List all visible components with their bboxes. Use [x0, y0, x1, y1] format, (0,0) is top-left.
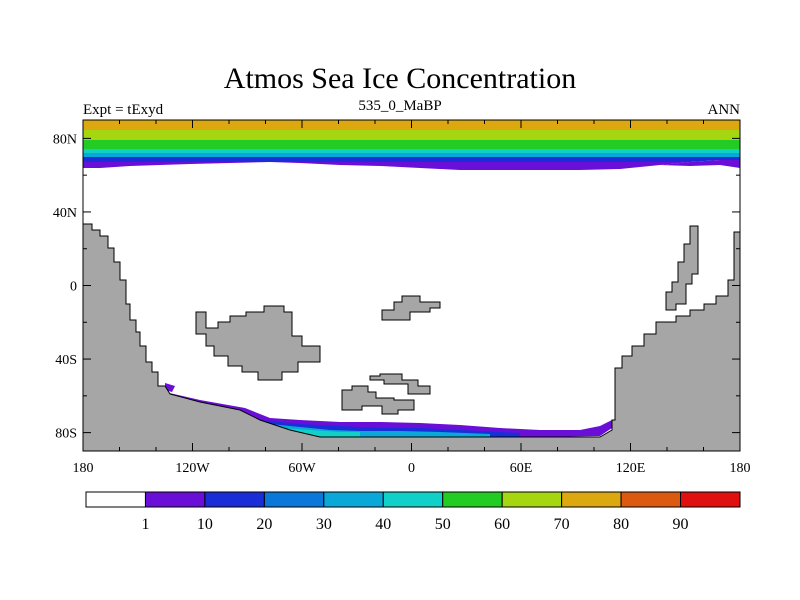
landmass-central-2	[381, 295, 441, 321]
landmass-east-peninsula	[665, 225, 699, 311]
x-tick-label: 120W	[175, 461, 210, 476]
colorbar-label: 40	[375, 516, 391, 533]
x-tick-label: 120E	[616, 461, 646, 476]
colorbar-swatch	[501, 491, 563, 508]
colorbar-swatch	[561, 491, 622, 508]
colorbar-swatch	[85, 491, 146, 508]
colorbar-swatch	[263, 491, 325, 508]
landmass-central-4	[341, 385, 415, 415]
y-axis: 80N 40N 0 40S 80S	[53, 132, 740, 442]
x-tick-label: 180	[730, 461, 751, 476]
colorbar-label: 60	[494, 516, 510, 533]
y-tick-label: 80N	[53, 132, 77, 147]
colorbar-swatch	[620, 491, 682, 508]
landmass-central-3	[369, 373, 431, 395]
arctic-sea-ice	[83, 120, 740, 180]
y-tick-label: 80S	[55, 427, 77, 442]
colorbar-label: 80	[613, 516, 629, 533]
land-masses	[83, 223, 740, 451]
colorbar-label: 10	[197, 516, 213, 533]
x-tick-label: 60W	[288, 461, 316, 476]
landmass-central-1	[195, 305, 321, 381]
colorbar-swatch	[204, 491, 265, 508]
y-tick-label: 0	[70, 280, 77, 295]
colorbar-swatch	[680, 491, 741, 508]
colorbar-label: 30	[316, 516, 332, 533]
colorbar-label: 90	[673, 516, 689, 533]
colorbar-swatch	[442, 491, 503, 508]
x-tick-label: 0	[408, 461, 415, 476]
landmass-west	[83, 223, 740, 451]
y-tick-label: 40N	[53, 206, 77, 221]
colorbar: 1 10 20 30 40 50 60 70 80 90	[85, 491, 741, 533]
colorbar-swatch	[144, 491, 206, 508]
colorbar-label: 70	[554, 516, 570, 533]
x-tick-label: 180	[73, 461, 94, 476]
colorbar-label: 20	[256, 516, 272, 533]
plot-title: Atmos Sea Ice Concentration	[223, 62, 577, 95]
period-label: 535_0_MaBP	[358, 98, 442, 114]
x-axis: 180 120W 60W 0 60E 120E 180	[73, 120, 751, 476]
experiment-label: Expt = tExyd	[83, 102, 164, 118]
colorbar-swatch	[323, 491, 384, 508]
colorbar-label: 50	[435, 516, 451, 533]
colorbar-swatch	[382, 491, 444, 508]
x-tick-label: 60E	[510, 461, 533, 476]
season-label: ANN	[707, 102, 741, 118]
y-tick-label: 40S	[55, 353, 77, 368]
colorbar-label: 1	[141, 516, 149, 533]
